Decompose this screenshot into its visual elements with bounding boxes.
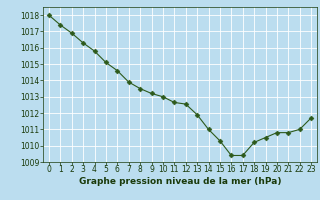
X-axis label: Graphe pression niveau de la mer (hPa): Graphe pression niveau de la mer (hPa) — [79, 177, 281, 186]
